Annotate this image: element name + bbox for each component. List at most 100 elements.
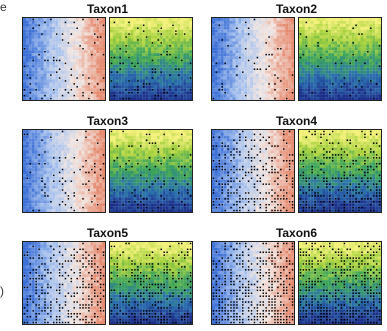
heatmap-cell (342, 59, 346, 62)
heatmap-cell (99, 156, 103, 160)
heatmap-cell (159, 85, 163, 89)
heatmap-cell (186, 197, 190, 201)
heatmap-cell (66, 38, 70, 42)
heatmap-cell (136, 47, 140, 51)
heatmap-cell (337, 79, 341, 83)
heatmap-cell (110, 171, 113, 174)
heatmap-cell (55, 82, 59, 86)
heatmap-cell (340, 88, 343, 92)
heatmap-cell (264, 82, 268, 86)
heatmap-cell (360, 41, 364, 45)
heatmap-cell (319, 44, 323, 48)
heatmap-cell (369, 32, 373, 36)
heatmap-cell (69, 85, 73, 89)
heatmap-cell (212, 67, 215, 71)
heatmap-cell (90, 176, 94, 180)
heatmap-cell (43, 41, 47, 45)
heatmap-cell (90, 50, 94, 54)
heatmap-cell (351, 67, 355, 71)
heatmap-cell (301, 20, 305, 24)
heatmap-cell (127, 26, 131, 30)
heatmap-cell (34, 29, 38, 33)
heatmap-cell (375, 88, 379, 92)
heatmap-cell (250, 44, 254, 48)
heatmap-cell (261, 59, 265, 62)
heatmap-cell (177, 91, 181, 95)
heatmap-cell (142, 147, 146, 151)
heatmap-cell (93, 185, 97, 189)
heatmap-cell (304, 23, 308, 27)
heatmap-cell (189, 91, 192, 95)
heatmap-cell (23, 59, 26, 62)
heatmap-cell (331, 76, 335, 80)
heatmap-cell (124, 150, 128, 154)
heatmap-cell (49, 56, 53, 60)
heatmap-cell (177, 38, 181, 42)
heatmap-cell (58, 147, 62, 151)
heatmap-cell (159, 79, 163, 83)
heatmap-cell (270, 56, 274, 60)
heatmap-cell (66, 141, 70, 145)
heatmap-cell (87, 67, 91, 71)
heatmap-cell (75, 168, 79, 172)
heatmap-cell (78, 191, 82, 195)
heatmap-cell (183, 185, 187, 189)
heatmap-cell (366, 59, 370, 62)
heatmap-cell (124, 73, 128, 77)
heatmap-cell (360, 70, 364, 74)
heatmap-cell (28, 23, 32, 27)
heatmap-cell (354, 97, 358, 100)
heatmap-cell (75, 91, 79, 95)
heatmap-cell (229, 97, 233, 100)
heatmap-cell (168, 67, 172, 71)
heatmap-cell (139, 159, 143, 163)
heatmap-cell (151, 20, 154, 24)
heatmap-cell (75, 59, 79, 62)
heatmap-cell (81, 70, 85, 74)
heatmap-cell (168, 23, 172, 27)
heatmap-cell (168, 82, 172, 86)
heatmap-cell (115, 194, 119, 198)
heatmap-cell (37, 165, 41, 169)
heatmap-cell (156, 162, 160, 166)
heatmap-cell (232, 70, 236, 74)
heatmap-cell (49, 88, 53, 92)
heatmap-cell (189, 135, 192, 139)
heatmap-cell (168, 97, 172, 100)
heatmap-cell (96, 94, 100, 98)
heatmap-cell (351, 20, 355, 24)
heatmap-cell (142, 91, 146, 95)
heatmap-cell (357, 47, 361, 51)
heatmap-cell (96, 185, 100, 189)
heatmap-cell (325, 73, 329, 77)
heatmap-cell (55, 179, 59, 183)
heatmap-cell (255, 88, 259, 92)
heatmap-cell (291, 64, 294, 68)
heatmap-right-1-svg (110, 18, 192, 100)
heatmap-cell (220, 73, 224, 77)
heatmap-cell (64, 168, 67, 172)
heatmap-cell (133, 150, 137, 154)
heatmap-cell (180, 144, 184, 148)
heatmap-cell (93, 206, 97, 210)
heatmap-cell (171, 173, 175, 177)
heatmap-cell (270, 64, 274, 68)
heatmap-cell (316, 88, 320, 92)
heatmap-cell (124, 176, 128, 180)
heatmap-cell (276, 64, 280, 68)
heatmap-cell (25, 150, 29, 154)
data-point (323, 89, 325, 91)
heatmap-cell (177, 61, 181, 65)
heatmap-cell (61, 209, 65, 212)
heatmap-cell (151, 56, 154, 60)
heatmap-cell (151, 61, 154, 65)
heatmap-cell (351, 44, 355, 48)
heatmap-cell (223, 41, 227, 45)
heatmap-cell (43, 156, 47, 160)
heatmap-cell (354, 67, 358, 71)
heatmap-cell (99, 176, 103, 180)
heatmap-cell (110, 50, 113, 54)
heatmap-cell (133, 197, 137, 201)
heatmap-cell (285, 50, 289, 54)
heatmap-cell (118, 41, 122, 45)
